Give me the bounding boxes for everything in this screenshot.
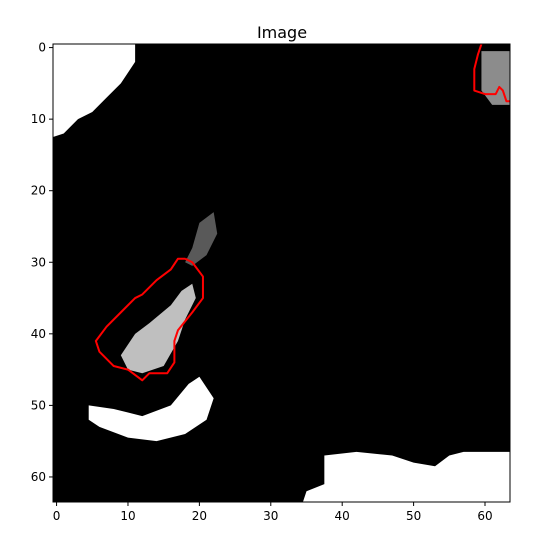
y-tick-label: 20	[31, 184, 46, 198]
x-tick-label: 20	[192, 509, 207, 523]
chart-title: Image	[257, 23, 307, 42]
contour-lines	[94, 44, 510, 382]
y-tick-label: 10	[31, 112, 46, 126]
x-tick-label: 30	[263, 509, 278, 523]
image-regions	[53, 44, 510, 502]
x-tick-label: 60	[477, 509, 492, 523]
x-tick-label: 50	[406, 509, 421, 523]
region-upper-grey-patch	[185, 212, 218, 266]
region-top-left-white-corner	[53, 44, 136, 138]
axes-frame	[52, 43, 511, 503]
contour-line-1	[94, 257, 204, 382]
region-bottom-left-white-blob	[88, 376, 214, 442]
y-tick-label: 40	[31, 327, 46, 341]
plot-area	[53, 44, 510, 502]
region-bottom-right-white-area	[302, 451, 510, 502]
contour-line-2	[473, 44, 510, 103]
y-tick-label: 30	[31, 255, 46, 269]
x-tick-label: 0	[53, 509, 61, 523]
x-tick-label: 40	[335, 509, 350, 523]
x-tick-label: 10	[120, 509, 135, 523]
y-tick-label: 0	[38, 41, 46, 55]
y-axis: 0 10 20 30 40 50 60	[31, 41, 53, 484]
x-axis: 0 10 20 30 40 50 60	[53, 502, 493, 523]
y-tick-label: 60	[31, 470, 46, 484]
y-tick-label: 50	[31, 398, 46, 412]
region-central-bright-streak	[120, 283, 196, 374]
